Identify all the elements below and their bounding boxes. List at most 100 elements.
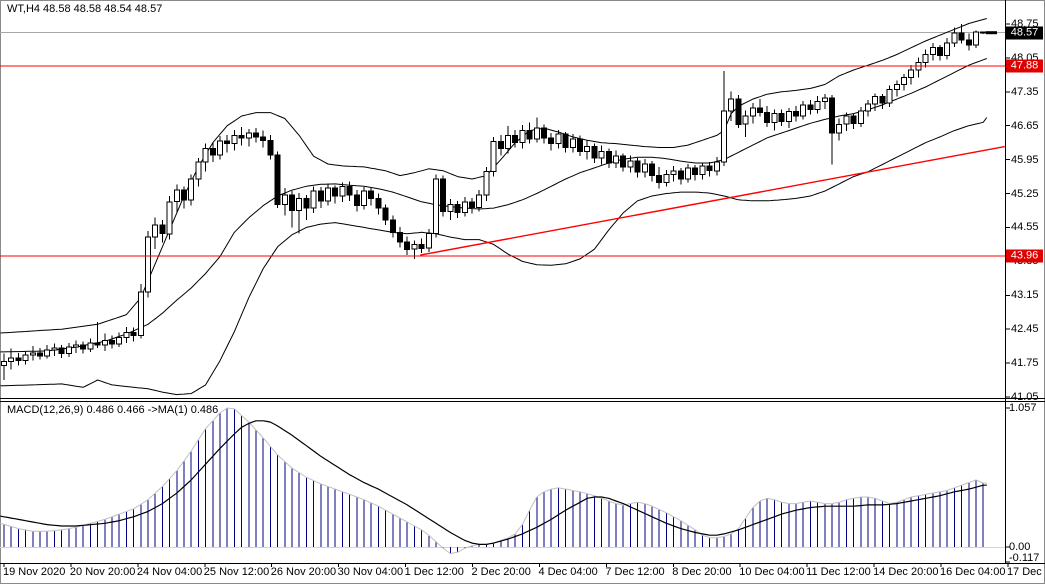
candle-body [922, 54, 929, 63]
candle-body [245, 132, 252, 139]
candle-body [296, 197, 303, 211]
candle-body [209, 148, 216, 156]
macd-axis-label: 1.057 [1009, 402, 1037, 414]
candle-body [353, 194, 360, 207]
candle-body [433, 178, 439, 235]
candle-body [80, 344, 87, 350]
candle-body [73, 344, 79, 348]
candle-body [886, 88, 893, 104]
macd-axis-label: -0.117 [1009, 552, 1040, 564]
candle-body [627, 160, 634, 168]
candle-body [591, 146, 598, 159]
date-axis-label: 4 Dec 04:00 [538, 566, 598, 578]
candle-body [361, 190, 367, 207]
candle-body [123, 332, 130, 338]
candle-body [404, 241, 411, 250]
candle-body [893, 84, 900, 90]
candle-body [281, 194, 288, 206]
price-axis-label: 46.65 [1011, 119, 1039, 132]
candle-body [469, 201, 475, 209]
candle-body [670, 170, 677, 176]
price-pointer-dash [986, 31, 997, 35]
candle-body [346, 185, 353, 196]
candle-body [202, 148, 209, 163]
date-axis-label: 17 Dec 12:00 [1006, 566, 1045, 578]
main-panel[interactable] [0, 18, 1005, 396]
macd-panel[interactable] [0, 407, 1005, 555]
candle-body [418, 243, 425, 249]
candle-body [224, 140, 231, 145]
macd-axis-label: 0.00 [1009, 541, 1031, 553]
date-axis-label: 7 Dec 12:00 [605, 566, 665, 578]
price-axis-label: 47.35 [1011, 85, 1039, 98]
candle-body [865, 103, 871, 112]
candle-body [807, 104, 814, 111]
date-axis-label: 11 Dec 12:00 [806, 566, 871, 578]
candle-body [137, 291, 144, 336]
date-axis-label: 8 Dec 20:00 [672, 566, 732, 578]
candle-body [879, 96, 886, 104]
candle-body [677, 170, 684, 180]
candle-body [483, 171, 490, 196]
candle-body [310, 190, 317, 209]
candle-body [260, 136, 267, 141]
candle-body [706, 165, 713, 172]
candle-body [505, 134, 511, 149]
candle-body [785, 111, 792, 122]
candle-body [685, 167, 691, 180]
date-axis-label: 2 Dec 20:00 [471, 566, 531, 578]
candle-body [425, 233, 432, 249]
candle-body [454, 204, 461, 213]
candle-body [649, 163, 655, 177]
candle-body [620, 155, 627, 168]
candle-body [656, 175, 663, 183]
trend-line[interactable] [420, 145, 1005, 256]
candle-body [814, 101, 821, 111]
candle-body [253, 132, 259, 138]
date-axis-label: 24 Nov 04:00 [136, 566, 203, 578]
date-axis-label: 30 Nov 04:00 [337, 566, 404, 578]
candle-body [8, 357, 15, 363]
candle-body [829, 97, 835, 134]
date-axis-label: 10 Dec 04:00 [739, 566, 805, 578]
candle-body [533, 127, 540, 140]
candle-body [116, 336, 123, 345]
candle-body [663, 174, 670, 183]
candle-body [440, 178, 447, 212]
candle-body [584, 146, 591, 152]
candle-body [130, 332, 137, 337]
date-axis-label: 19 Nov 2020 [3, 566, 66, 578]
date-axis-label: 1 Dec 12:00 [404, 566, 464, 578]
candle-body [274, 154, 281, 206]
candle-body [51, 347, 58, 351]
candle-body [634, 160, 641, 173]
candle-body [951, 32, 958, 44]
candle-body [793, 111, 799, 117]
candle-body [159, 224, 166, 235]
date-axis-label: 14 Dec 20:00 [873, 566, 939, 578]
candle-body [965, 39, 972, 46]
candle-body [317, 190, 324, 202]
candle-body [152, 224, 159, 238]
candle-body [735, 98, 742, 125]
candle-body [476, 194, 483, 209]
date-axis-label: 26 Nov 20:00 [270, 566, 337, 578]
candle-body [757, 107, 763, 114]
chart-title: WT,H4 48.58 48.58 48.54 48.57 [7, 3, 163, 15]
price-axis-label: 41.05 [1011, 390, 1039, 403]
candle-body [764, 112, 771, 123]
candle-body [15, 357, 22, 362]
candle-body [109, 339, 115, 345]
hline-price-badge: 43.96 [1006, 249, 1043, 263]
candle-body [461, 201, 468, 214]
candle-body [778, 113, 785, 122]
candle-body [188, 178, 195, 201]
candle-body [87, 342, 94, 350]
price-axis-label: 44.55 [1011, 221, 1039, 234]
candle-body [181, 189, 187, 201]
macd-indicator-label: MACD(12,26,9) 0.486 0.466 ->MA(1) 0.486 [7, 404, 219, 416]
candle-body [397, 231, 403, 243]
candle-body [901, 76, 907, 86]
date-axis-label: 25 Nov 12:00 [203, 566, 270, 578]
